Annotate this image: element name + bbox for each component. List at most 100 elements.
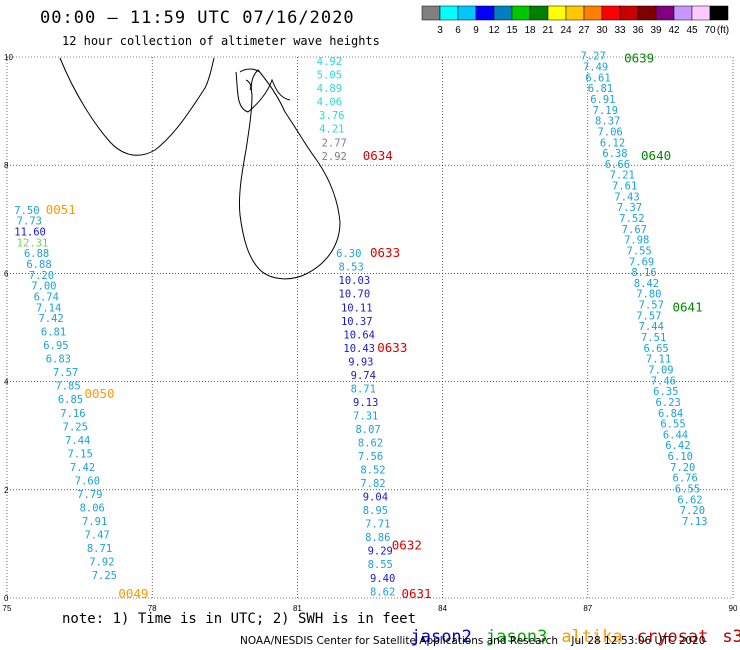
swh-value: 10.64: [343, 329, 375, 341]
swh-value: 6.35: [653, 386, 678, 398]
swh-value: 8.53: [339, 262, 364, 274]
colorbar-label: 36: [632, 25, 644, 36]
x-tick-label: 87: [583, 604, 592, 613]
colorbar-label: 45: [686, 25, 698, 36]
swh-value: 7.98: [624, 235, 649, 247]
swh-value: 6.12: [600, 137, 625, 149]
swh-value: 7.14: [36, 302, 61, 314]
swh-value: 6.65: [643, 343, 668, 355]
sri-lanka-island: [238, 69, 341, 280]
swh-value: 7.20: [29, 270, 54, 282]
swh-value: 7.46: [651, 375, 676, 387]
swh-value: 7.09: [648, 364, 673, 376]
swh-value: 7.61: [612, 181, 637, 193]
x-tick-label: 81: [293, 604, 302, 613]
swh-value: 7.47: [84, 529, 109, 541]
swh-value: 6.88: [26, 259, 51, 271]
swh-value: 7.51: [641, 332, 666, 344]
swh-value: 7.13: [682, 516, 707, 528]
pass-time-label: 0634: [363, 148, 393, 163]
pass-time-label: 0641: [673, 299, 703, 314]
colorbar-label: 12: [488, 25, 500, 36]
swh-value: 2.77: [322, 137, 347, 149]
swh-value: 10.03: [339, 275, 371, 287]
pass-time-label: 0631: [401, 586, 431, 601]
page-subtitle: 12 hour collection of altimeter wave hei…: [62, 34, 380, 48]
x-tick-label: 84: [438, 604, 447, 613]
swh-value: 6.95: [43, 340, 68, 352]
swh-value: 9.04: [363, 492, 388, 504]
legend-s3a: s3a: [722, 627, 740, 647]
jaffna-peninsula: [239, 68, 261, 91]
swh-value: 5.05: [317, 70, 342, 82]
swh-value: 8.71: [351, 383, 376, 395]
swh-value: 9.93: [348, 356, 373, 368]
swh-value: 8.42: [634, 278, 659, 290]
pass-time-label: 0049: [118, 586, 148, 601]
swh-value: 7.16: [60, 408, 85, 420]
pass-time-label: 0632: [392, 537, 422, 552]
swh-value: 7.92: [89, 557, 114, 569]
legend-altika: altika: [561, 627, 623, 647]
y-tick-label: 10: [4, 53, 13, 62]
swh-value: 7.25: [63, 421, 88, 433]
colorbar-label: 30: [596, 25, 608, 36]
colorbar-label: 3: [437, 25, 443, 36]
india-coastline: [59, 57, 215, 156]
swh-value: 7.00: [31, 281, 56, 293]
pass-time-label: 0639: [624, 50, 654, 65]
legend-jason2: jason2: [410, 627, 472, 647]
swh-value: 6.91: [590, 94, 615, 106]
color-scale: 3 6 9 12 15 18 21 24 27 30 33 36 39 42 45 70 (ft): [421, 5, 729, 36]
swh-value: 7.20: [670, 462, 695, 474]
swh-value: 6.55: [675, 484, 700, 496]
satellite-legend: jason2 jason3 altika cryosat s3a: [390, 607, 740, 647]
swh-value: 7.57: [639, 300, 664, 312]
swh-value: 6.66: [605, 159, 630, 171]
pass-time-labels: 0639 0640 0641 0634 0633 0633 0632 0631 0051 0050…: [46, 50, 703, 601]
swh-value: 8.37: [595, 116, 620, 128]
swh-value: 4.21: [319, 124, 344, 136]
colorbar-label: 70: [704, 25, 716, 36]
swh-value: 8.62: [358, 438, 383, 450]
swh-value: 9.13: [353, 397, 378, 409]
x-tick-label: 75: [3, 604, 12, 613]
swh-value: 8.62: [370, 586, 395, 598]
colorbar-label: 33: [614, 25, 626, 36]
swh-value: 8.95: [363, 505, 388, 517]
colorbar-label: 24: [560, 25, 572, 36]
swh-value: 7.27: [581, 51, 606, 63]
swh-value: 8.55: [368, 559, 393, 571]
swh-value: 8.07: [355, 424, 380, 436]
swh-value: 10.43: [343, 343, 375, 355]
y-tick-label: 0: [4, 594, 9, 603]
palk-strait-coast: [235, 71, 291, 113]
swh-value: 7.49: [583, 62, 608, 74]
swh-value: 6.85: [58, 394, 83, 406]
page-title: 00:00 – 11:59 UTC 07/16/2020: [40, 8, 355, 28]
footer-credit: NOAA/NESDIS Center for Satellite Applica…: [240, 635, 706, 647]
swh-value: 6.10: [668, 451, 693, 463]
swh-value: 7.20: [680, 505, 705, 517]
y-tick-label: 4: [4, 378, 9, 387]
swh-value: 7.55: [627, 245, 652, 257]
swh-value: 9.40: [370, 573, 395, 585]
swh-value: 7.71: [365, 519, 390, 531]
map-grid: [6, 56, 734, 599]
swh-value: 7.56: [358, 451, 383, 463]
swh-value: 8.71: [87, 543, 112, 555]
axis-ticks: 75 78 81 84 87 90 0 2 4 6 8 10: [3, 53, 738, 613]
swh-value: 7.25: [92, 570, 117, 582]
sri-lanka-coastline: [59, 57, 341, 280]
swh-value: 7.67: [622, 224, 647, 236]
swh-value: 7.31: [353, 410, 378, 422]
swh-value: 2.92: [322, 151, 347, 163]
swh-value: 6.62: [677, 494, 702, 506]
colorbar-label: 21: [542, 25, 554, 36]
swh-value: 7.69: [629, 256, 654, 268]
swh-value: 10.11: [341, 302, 373, 314]
colorbar-label: 9: [473, 25, 479, 36]
swh-value: 7.15: [68, 448, 93, 460]
swh-value: 8.86: [365, 532, 390, 544]
